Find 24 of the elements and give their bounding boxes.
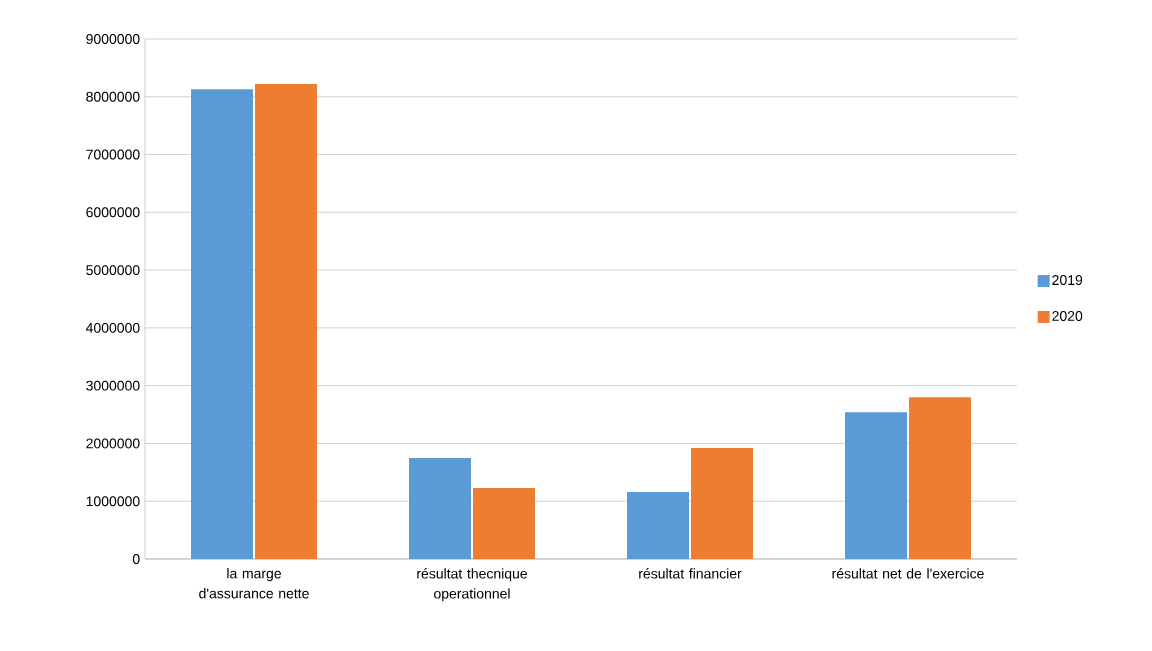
bar <box>909 397 971 559</box>
x-tick-label: résultat financier <box>639 568 742 579</box>
y-tick-label: 5000000 <box>86 265 140 276</box>
bar <box>473 487 536 559</box>
x-tick-label: résultat net de l'exercice <box>832 568 984 579</box>
legend-label: 2019 <box>1052 275 1083 286</box>
bar <box>255 84 318 559</box>
y-tick-label: 7000000 <box>86 149 140 160</box>
y-tick-label: 9000000 <box>86 34 140 44</box>
legend-label: 2020 <box>1052 310 1083 321</box>
y-tick-label: 0 <box>132 554 140 564</box>
bar <box>409 457 472 559</box>
x-tick-label: la marge d'assurance nette <box>199 568 309 599</box>
y-tick-label: 3000000 <box>86 380 140 391</box>
bar <box>627 491 689 559</box>
bar <box>845 412 907 559</box>
y-tick-label: 4000000 <box>85 322 140 333</box>
x-tick-label: résultat thecnique operationnel <box>417 568 528 602</box>
bar <box>691 448 753 559</box>
bar <box>191 89 254 559</box>
y-tick-label: 2000000 <box>86 438 140 449</box>
y-tick-label: 6000000 <box>86 207 140 218</box>
y-tick-label: 8000000 <box>86 91 140 102</box>
y-tick-label: 1000000 <box>86 496 140 507</box>
